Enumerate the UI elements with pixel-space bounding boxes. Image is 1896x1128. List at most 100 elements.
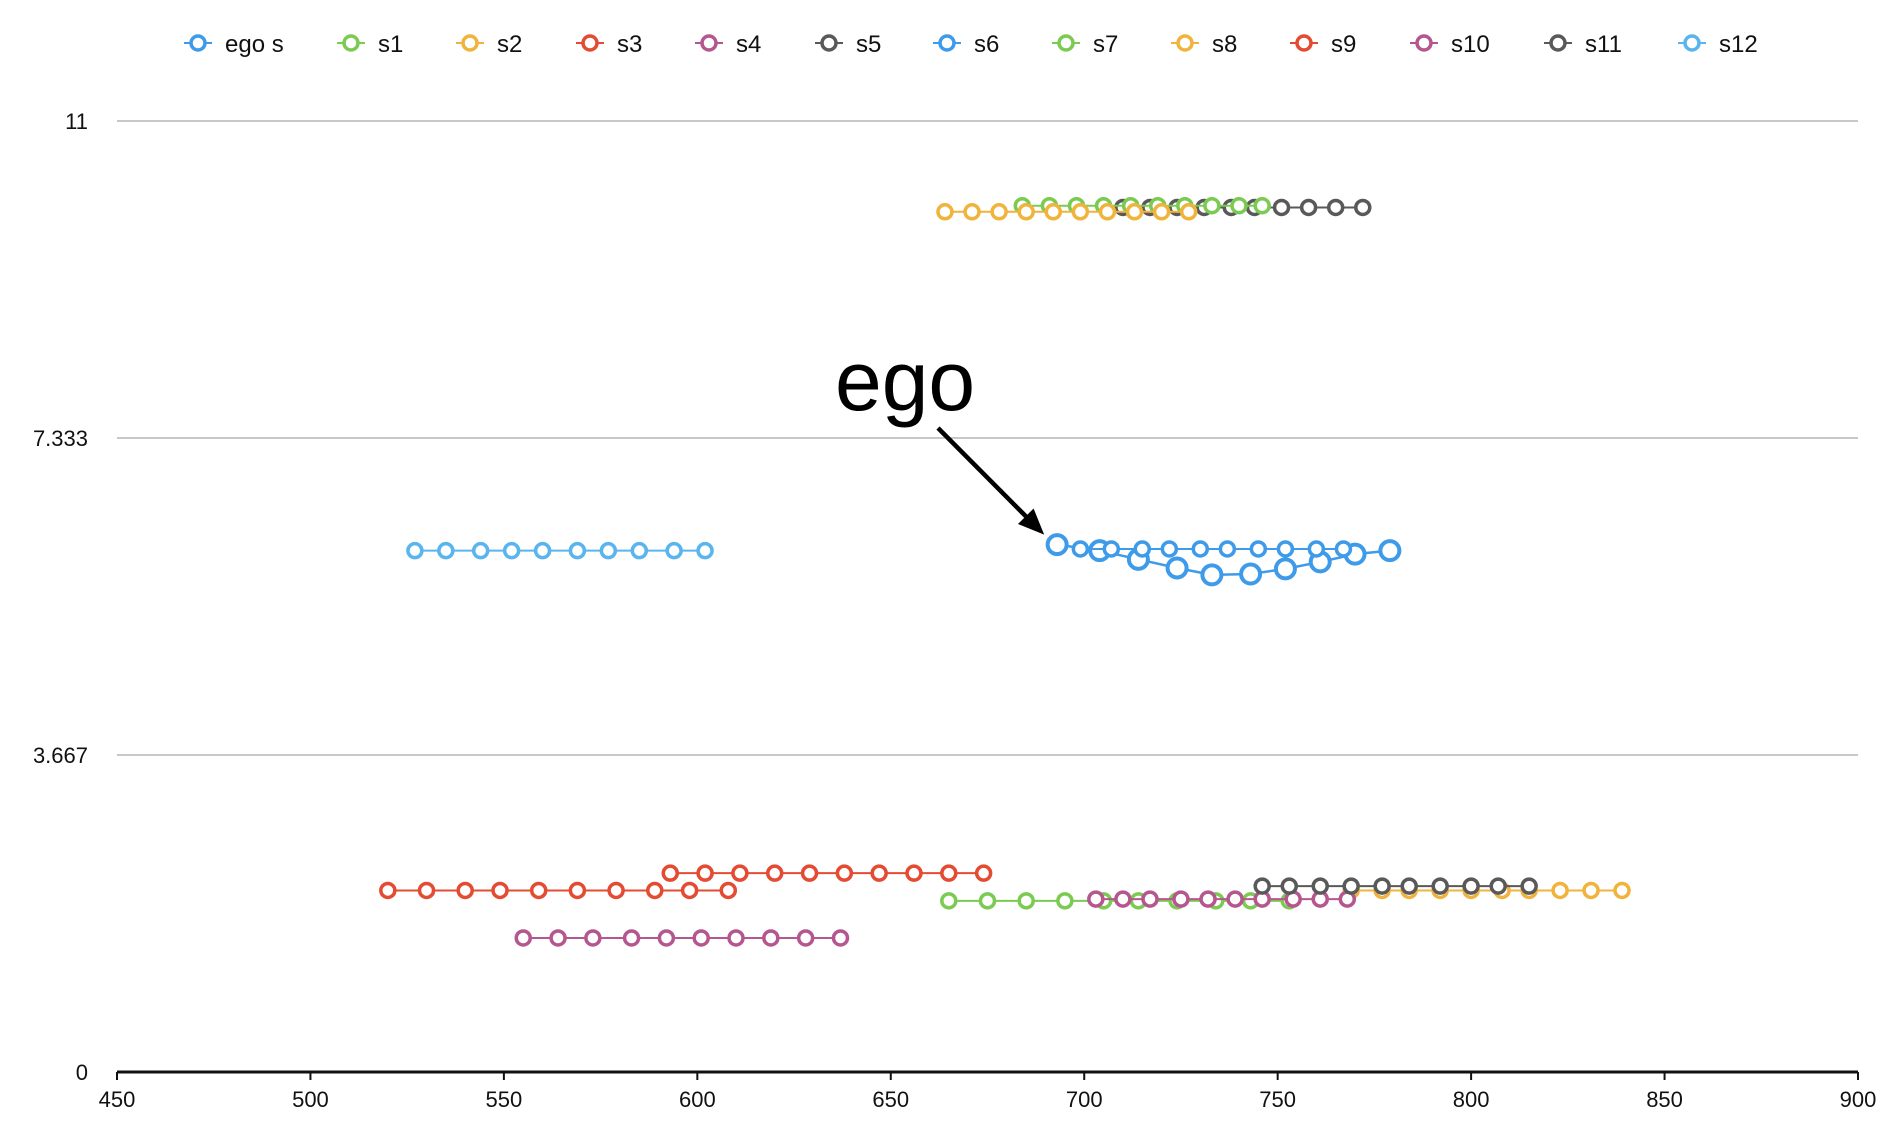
axes: 0 3.667 7.333 11 450 500 550 600 650 700 750 800 850… <box>33 109 1876 1112</box>
data-point <box>1276 540 1295 558</box>
legend-item: s9 <box>1290 31 1356 58</box>
x-tick-label: 750 <box>1259 1087 1296 1112</box>
legend-label: s2 <box>497 31 522 58</box>
data-point <box>1191 540 1210 558</box>
x-tick-label: 700 <box>1066 1087 1103 1112</box>
x-tick-label: 450 <box>99 1087 136 1112</box>
data-point <box>1280 877 1299 895</box>
annotation-label: ego <box>835 334 975 428</box>
legend-item: s8 <box>1171 31 1237 58</box>
legend-item: s10 <box>1410 31 1490 58</box>
data-point <box>568 541 587 560</box>
legend: ego s s1 s2 s3 s4 s5 s6 s7 s8 s9 s10 s11 s12 <box>184 31 1758 58</box>
data-point <box>1253 196 1271 215</box>
legend-label: s4 <box>736 31 761 58</box>
data-point <box>1230 196 1248 215</box>
legend-item: ego s <box>184 31 284 58</box>
data-point <box>456 881 474 900</box>
data-point <box>692 929 710 947</box>
legend-marker <box>1176 34 1194 52</box>
data-point <box>406 541 424 560</box>
data-point <box>665 541 683 560</box>
data-point <box>1203 196 1221 215</box>
data-point <box>978 892 997 910</box>
legend-item: s4 <box>695 31 761 58</box>
data-point <box>533 541 552 560</box>
series-s6 <box>1071 540 1353 558</box>
legend-marker <box>700 34 718 52</box>
data-point <box>870 864 888 882</box>
legend-label: s9 <box>1331 31 1356 58</box>
data-point <box>1326 198 1345 217</box>
data-point <box>491 881 509 900</box>
data-point <box>1087 890 1105 908</box>
series-s12 <box>406 541 714 560</box>
x-tick-label: 800 <box>1453 1087 1490 1112</box>
series-group <box>379 196 1631 947</box>
legend-label: s3 <box>617 31 642 58</box>
data-point <box>680 881 699 900</box>
x-tick-label: 850 <box>1646 1087 1683 1112</box>
data-point <box>1400 877 1418 895</box>
legend-label: s8 <box>1212 31 1237 58</box>
data-point <box>1071 203 1090 221</box>
data-point <box>1125 203 1144 221</box>
legend-label: s7 <box>1093 31 1118 58</box>
series-s9 <box>379 881 738 900</box>
data-point <box>661 864 680 882</box>
data-point <box>549 929 567 947</box>
series-s3 <box>661 864 993 882</box>
legend-label: s10 <box>1451 31 1490 58</box>
data-point <box>1307 540 1326 558</box>
legend-label: s6 <box>974 31 999 58</box>
y-tick-label: 3.667 <box>33 743 88 768</box>
data-point <box>437 541 455 560</box>
data-point <box>963 203 981 221</box>
data-point <box>1273 557 1297 581</box>
data-point <box>731 864 749 882</box>
series-s8 <box>936 203 1198 221</box>
data-point <box>568 881 587 900</box>
data-point <box>796 929 815 947</box>
data-point <box>379 881 397 900</box>
data-point <box>800 864 819 882</box>
legend-marker <box>1415 34 1433 52</box>
data-point <box>719 881 738 900</box>
data-point <box>1342 877 1360 895</box>
data-point <box>657 929 676 947</box>
data-point <box>1253 877 1271 895</box>
legend-label: s12 <box>1719 31 1758 58</box>
data-point <box>1613 881 1631 900</box>
data-point <box>1133 540 1152 558</box>
data-point <box>646 881 664 900</box>
series-s11 <box>1253 877 1538 895</box>
data-point <box>1462 877 1480 895</box>
data-point <box>1378 539 1402 563</box>
data-point <box>1165 556 1189 580</box>
legend-marker <box>1549 34 1567 52</box>
legend-label: s5 <box>856 31 881 58</box>
data-point <box>1172 890 1190 908</box>
data-point <box>1200 563 1224 587</box>
data-point <box>1102 540 1121 558</box>
data-point <box>1249 540 1268 558</box>
data-point <box>599 541 618 560</box>
legend-item: s12 <box>1678 31 1758 58</box>
data-point <box>1044 203 1063 221</box>
legend-marker <box>820 34 838 52</box>
data-point <box>1179 203 1198 221</box>
data-point <box>835 864 854 882</box>
series-line <box>1056 543 1390 577</box>
data-point <box>1071 540 1090 558</box>
y-tick-label: 7.333 <box>33 426 88 451</box>
data-point <box>696 541 714 560</box>
data-point <box>1431 877 1449 895</box>
data-point <box>471 541 490 560</box>
data-point <box>622 929 641 947</box>
series-s10 <box>1087 890 1357 908</box>
legend-item: s2 <box>456 31 522 58</box>
data-point <box>1334 540 1353 558</box>
data-point <box>1218 540 1237 558</box>
annotation-arrow-head <box>1018 508 1045 535</box>
annotation-arrow-line <box>936 426 1038 529</box>
